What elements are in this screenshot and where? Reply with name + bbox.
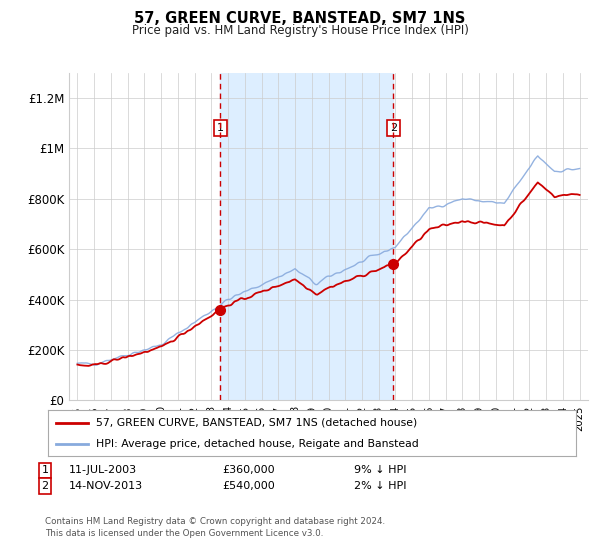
Text: 11-JUL-2003: 11-JUL-2003	[69, 465, 137, 475]
Text: 14-NOV-2013: 14-NOV-2013	[69, 481, 143, 491]
Text: 1: 1	[41, 465, 49, 475]
Text: 2: 2	[390, 123, 397, 133]
Text: 9% ↓ HPI: 9% ↓ HPI	[354, 465, 407, 475]
Text: £540,000: £540,000	[222, 481, 275, 491]
Text: This data is licensed under the Open Government Licence v3.0.: This data is licensed under the Open Gov…	[45, 529, 323, 538]
Text: £360,000: £360,000	[222, 465, 275, 475]
Text: 2: 2	[41, 481, 49, 491]
Text: Price paid vs. HM Land Registry's House Price Index (HPI): Price paid vs. HM Land Registry's House …	[131, 24, 469, 36]
Text: 57, GREEN CURVE, BANSTEAD, SM7 1NS: 57, GREEN CURVE, BANSTEAD, SM7 1NS	[134, 11, 466, 26]
Text: 57, GREEN CURVE, BANSTEAD, SM7 1NS (detached house): 57, GREEN CURVE, BANSTEAD, SM7 1NS (deta…	[95, 418, 417, 428]
Bar	[220, 73, 393, 400]
Text: HPI: Average price, detached house, Reigate and Banstead: HPI: Average price, detached house, Reig…	[95, 439, 418, 449]
Text: 1: 1	[217, 123, 224, 133]
Text: Contains HM Land Registry data © Crown copyright and database right 2024.: Contains HM Land Registry data © Crown c…	[45, 517, 385, 526]
Text: 2% ↓ HPI: 2% ↓ HPI	[354, 481, 407, 491]
